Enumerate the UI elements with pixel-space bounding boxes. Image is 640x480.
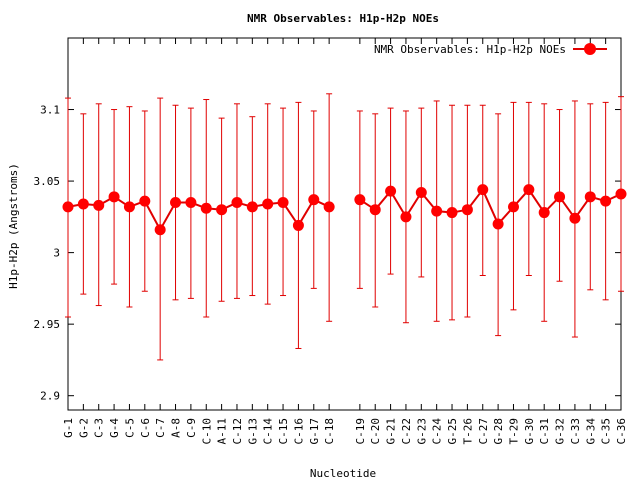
plot-border — [67, 37, 622, 411]
data-point — [277, 197, 289, 209]
x-tick-label: C-16 — [292, 418, 305, 445]
x-tick-label: C-24 — [431, 418, 444, 445]
data-point — [292, 219, 304, 231]
chart-title: NMR Observables: H1p-H2p NOEs — [247, 12, 439, 25]
x-tick-label: C-10 — [200, 418, 213, 445]
data-point — [569, 212, 581, 224]
x-tick-label: G-25 — [446, 418, 459, 445]
y-tick-label: 3.1 — [40, 104, 60, 117]
x-tick-label: G-2 — [77, 418, 90, 438]
data-point — [108, 191, 120, 203]
data-point — [477, 184, 489, 196]
x-tick-label: G-1 — [62, 418, 75, 438]
x-tick-label: G-30 — [523, 418, 536, 445]
x-tick-label: G-17 — [308, 418, 321, 445]
x-axis-ticks: G-1 G-2 C-3 G-4 C-5 C-6 C-7 A-8 C-9 C-10 A-11 C-12 G… — [62, 38, 628, 445]
data-point — [446, 207, 458, 219]
x-tick-label: G-34 — [584, 418, 597, 445]
data-point — [170, 197, 182, 209]
x-tick-label: G-4 — [108, 418, 121, 438]
x-tick-label: C-22 — [400, 418, 413, 445]
data-point — [185, 197, 197, 209]
x-tick-label: C-5 — [123, 418, 136, 438]
x-tick-label: C-31 — [538, 418, 551, 445]
x-tick-label: G-32 — [554, 418, 567, 445]
error-bars — [65, 93, 624, 361]
data-point — [231, 197, 243, 209]
data-point — [77, 198, 89, 210]
data-point — [262, 198, 274, 210]
x-tick-label: C-15 — [277, 418, 290, 445]
x-tick-label: C-18 — [323, 418, 336, 445]
plot-frame — [67, 37, 622, 411]
x-tick-label: C-9 — [185, 418, 198, 438]
x-tick-label: C-6 — [139, 418, 152, 438]
data-points — [62, 184, 627, 236]
data-point — [246, 201, 258, 213]
data-point — [323, 201, 335, 213]
x-tick-label: C-14 — [262, 418, 275, 445]
x-tick-label: C-19 — [354, 418, 367, 445]
data-point — [385, 185, 397, 197]
legend: NMR Observables: H1p-H2p NOEs — [374, 43, 607, 56]
x-tick-label: A-8 — [170, 418, 183, 438]
series-line-segment — [359, 187, 622, 226]
data-point — [354, 194, 366, 206]
x-tick-label: C-20 — [369, 418, 382, 445]
data-point — [507, 201, 519, 213]
y-tick-label: 3.05 — [34, 175, 61, 188]
data-point — [400, 211, 412, 223]
data-point — [431, 205, 443, 217]
x-tick-label: C-12 — [231, 418, 244, 445]
data-point — [308, 194, 320, 206]
data-point — [200, 202, 212, 214]
data-point — [415, 187, 427, 199]
data-point — [369, 204, 381, 216]
data-point — [154, 224, 166, 236]
y-tick-label: 3 — [53, 247, 60, 260]
series-lines — [67, 187, 622, 232]
data-point — [461, 204, 473, 216]
y-axis-label: H1p-H2p (Angstroms) — [7, 163, 20, 289]
series-line-segment — [67, 195, 330, 232]
data-point — [554, 191, 566, 203]
x-tick-label: C-3 — [93, 418, 106, 438]
data-point — [123, 201, 135, 213]
legend-marker — [584, 43, 596, 55]
x-tick-label: G-13 — [246, 418, 259, 445]
x-tick-label: G-21 — [385, 418, 398, 445]
x-tick-label: C-27 — [477, 418, 490, 445]
x-tick-label: C-36 — [615, 418, 628, 445]
data-point — [492, 218, 504, 230]
x-axis-label: Nucleotide — [310, 467, 376, 480]
y-tick-label: 2.95 — [34, 318, 61, 331]
x-tick-label: A-11 — [216, 418, 229, 445]
y-axis-ticks: 2.9 2.95 3 3.05 3.1 — [34, 104, 621, 403]
data-point — [139, 195, 151, 207]
x-tick-label: C-33 — [569, 418, 582, 445]
x-tick-label: T-26 — [461, 418, 474, 445]
x-tick-label: T-29 — [507, 418, 520, 445]
x-tick-label: C-7 — [154, 418, 167, 438]
x-tick-label: C-35 — [600, 418, 613, 445]
data-point — [615, 188, 627, 200]
data-point — [523, 184, 535, 196]
data-point — [216, 204, 228, 216]
data-point — [93, 199, 105, 211]
data-point — [584, 191, 596, 203]
data-point — [600, 195, 612, 207]
x-tick-label: G-23 — [415, 418, 428, 445]
data-point — [62, 201, 74, 213]
data-point — [538, 207, 550, 219]
x-tick-label: G-28 — [492, 418, 505, 445]
y-tick-label: 2.9 — [40, 390, 60, 403]
legend-label: NMR Observables: H1p-H2p NOEs — [374, 43, 566, 56]
